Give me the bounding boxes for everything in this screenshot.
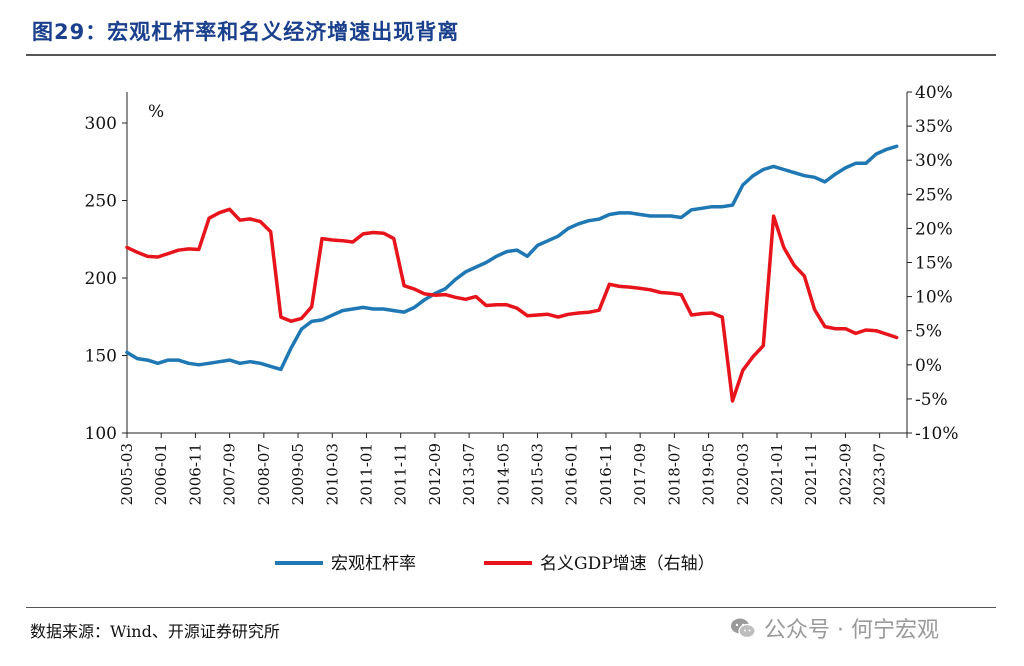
x-tick-label: 2006-11 [186, 443, 204, 505]
x-tick-label: 2020-03 [734, 443, 752, 505]
wechat-icon [731, 618, 756, 639]
x-tick-label: 2016-11 [597, 443, 615, 505]
left-tick-label: 200 [85, 269, 117, 289]
x-tick-label: 2015-03 [529, 443, 547, 505]
leverage-ratio-line [125, 144, 899, 372]
y-unit-label: % [148, 102, 164, 122]
left-tick-label: 150 [85, 347, 117, 367]
x-tick-label: 2012-09 [426, 443, 444, 505]
x-tick-label: 2011-11 [392, 443, 410, 505]
chart-series [125, 144, 899, 403]
right-tick-label: -10% [915, 424, 959, 444]
x-tick-label: 2008-07 [255, 443, 273, 505]
left-tick-label: 100 [85, 424, 117, 444]
right-tick-label: 40% [915, 83, 953, 103]
title-divider [26, 54, 996, 56]
footer-divider [26, 607, 996, 608]
left-tick-label: 250 [85, 192, 117, 212]
right-tick-label: 10% [915, 288, 953, 308]
page-title: 图29：宏观杠杆率和名义经济增速出现背离 [32, 20, 460, 44]
nominal-gdp-growth-line [125, 207, 899, 403]
x-tick-label: 2021-01 [768, 443, 786, 505]
legend-label-leverage: 宏观杠杆率 [331, 554, 416, 574]
watermark: 公众号 · 何宁宏观 [730, 612, 939, 644]
x-tick-label: 2009-05 [289, 443, 307, 505]
right-tick-label: 20% [915, 219, 953, 239]
x-tick-label: 2006-01 [152, 443, 170, 505]
watermark-text: 公众号 · 何宁宏观 [764, 618, 939, 643]
left-tick-label: 300 [85, 114, 117, 134]
right-tick-label: 30% [915, 151, 953, 171]
x-tick-label: 2018-07 [665, 443, 683, 505]
legend-label-gdp: 名义GDP增速（右轴） [540, 554, 715, 574]
x-tick-label: 2007-09 [221, 443, 239, 505]
right-tick-label: 35% [915, 117, 953, 137]
x-tick-label: 2023-07 [871, 443, 889, 505]
chart-legend: 宏观杠杆率 名义GDP增速（右轴） [275, 554, 715, 574]
right-tick-label: 25% [915, 185, 953, 205]
leverage-gdp-chart: 100 150 200 250 300 -10% -5% 0% 5% 10% 15% 20% 25% 30… [85, 83, 959, 574]
x-tick-label: 2011-01 [357, 443, 375, 505]
x-tick-label: 2022-09 [836, 443, 854, 505]
x-tick-label: 2017-09 [631, 443, 649, 505]
x-tick-label: 2013-07 [460, 443, 478, 505]
x-tick-label: 2019-05 [700, 443, 718, 505]
right-tick-label: 15% [915, 254, 953, 274]
data-source-note: 数据来源：Wind、开源证券研究所 [30, 622, 280, 641]
x-tick-label: 2005-03 [118, 443, 136, 505]
right-tick-label: -5% [915, 390, 948, 410]
x-tick-label: 2010-03 [323, 443, 341, 505]
x-tick-label: 2014-05 [494, 443, 512, 505]
right-tick-label: 5% [915, 322, 942, 342]
x-tick-label: 2016-01 [563, 443, 581, 505]
chart-axes: 100 150 200 250 300 -10% -5% 0% 5% 10% 15% 20% 25% 30… [85, 83, 959, 505]
x-tick-label: 2021-11 [802, 443, 820, 505]
right-tick-label: 0% [915, 356, 942, 376]
